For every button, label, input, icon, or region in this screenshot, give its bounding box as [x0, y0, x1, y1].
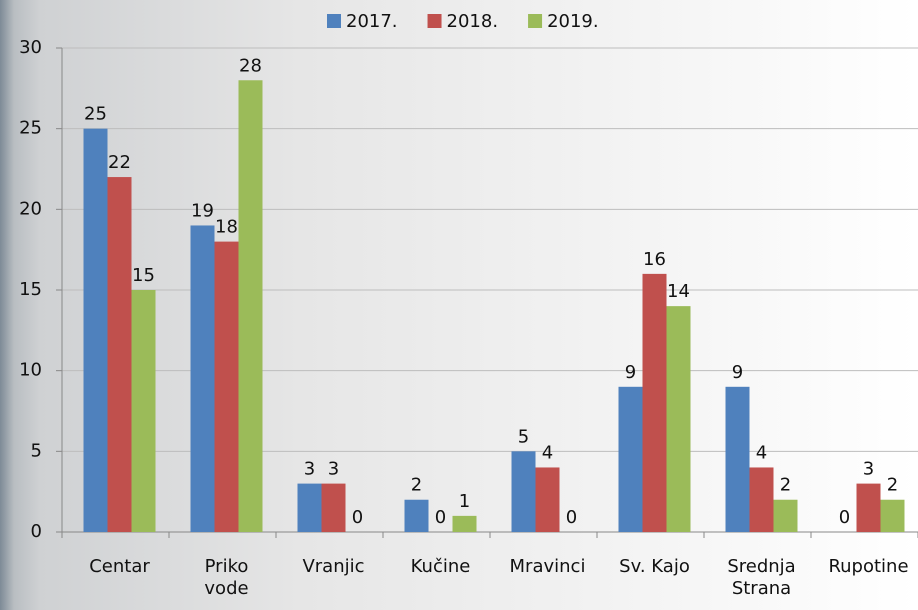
x-tick-label: Sv. Kajo [619, 556, 690, 577]
bar [214, 241, 239, 532]
bar [297, 483, 322, 532]
bar [642, 273, 667, 532]
bar [618, 386, 643, 532]
value-label: 0 [839, 507, 850, 528]
bar [535, 467, 560, 532]
bar [321, 483, 346, 532]
value-label: 0 [352, 507, 363, 528]
value-label: 4 [756, 442, 767, 463]
bar [190, 225, 215, 532]
legend-label: 2017. [346, 11, 398, 32]
bar [725, 386, 750, 532]
legend-swatch [327, 14, 341, 28]
legend-swatch [528, 14, 543, 28]
value-label: 2 [411, 475, 422, 496]
x-tick-label: Rupotine [828, 556, 909, 577]
value-label: 25 [84, 104, 107, 125]
bar [131, 290, 156, 532]
y-tick-label: 25 [19, 118, 42, 139]
y-tick-label: 20 [19, 198, 42, 219]
bar [666, 306, 691, 532]
bar [404, 499, 429, 532]
legend-label: 2018. [447, 11, 499, 32]
value-label: 4 [542, 442, 553, 463]
legend-swatch [427, 14, 442, 28]
y-tick-label: 5 [31, 440, 42, 461]
value-label: 0 [566, 507, 577, 528]
value-label: 14 [667, 281, 690, 302]
x-tick-label: Vranjic [302, 556, 365, 577]
value-label: 9 [732, 362, 743, 383]
value-label: 18 [215, 217, 238, 238]
value-label: 1 [459, 491, 470, 512]
value-label: 2 [780, 475, 791, 496]
y-tick-label: 0 [31, 521, 42, 542]
value-label: 5 [518, 426, 529, 447]
bar [856, 483, 881, 532]
bar [511, 451, 536, 532]
bar [83, 128, 108, 532]
value-label: 28 [239, 55, 262, 76]
value-label: 16 [643, 249, 666, 270]
value-label: 9 [625, 362, 636, 383]
bar [749, 467, 774, 532]
y-tick-label: 10 [19, 360, 42, 381]
value-label: 15 [132, 265, 155, 286]
x-tick-label: Priko vode [204, 556, 249, 599]
value-label: 0 [435, 507, 446, 528]
value-label: 3 [304, 459, 315, 480]
value-label: 19 [191, 200, 214, 221]
bar [773, 499, 798, 532]
x-tick-label: Mravinci [509, 556, 586, 577]
y-tick-label: 30 [19, 37, 42, 58]
x-tick-label: Kučine [410, 556, 471, 577]
x-tick-label: Centar [89, 556, 150, 577]
value-label: 3 [863, 459, 874, 480]
bar [238, 80, 263, 533]
value-label: 2 [887, 475, 898, 496]
x-tick-label: Srednja Strana [727, 556, 796, 599]
legend-label: 2019. [547, 11, 599, 32]
value-label: 3 [328, 459, 339, 480]
value-label: 22 [108, 152, 131, 173]
bar [880, 499, 905, 532]
y-tick-label: 15 [19, 279, 42, 300]
bar [452, 515, 477, 532]
bar [107, 177, 132, 533]
